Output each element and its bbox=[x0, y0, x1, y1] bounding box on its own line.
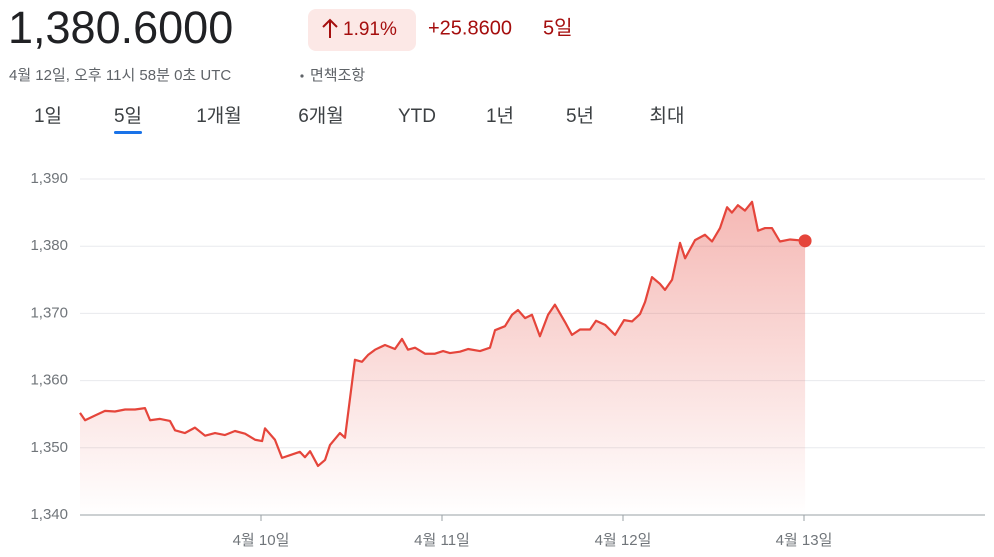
y-tick-label: 1,380 bbox=[30, 237, 68, 254]
x-tick-label: 4월 12일 bbox=[595, 532, 652, 549]
separator-dot bbox=[300, 74, 304, 78]
range-tab[interactable]: 5일 bbox=[114, 105, 142, 127]
range-tab[interactable]: 6개월 bbox=[298, 105, 344, 127]
y-tick-label: 1,370 bbox=[30, 304, 68, 321]
change-period: 5일 bbox=[543, 16, 573, 39]
x-tick-label: 4월 11일 bbox=[414, 532, 470, 549]
end-marker bbox=[798, 234, 812, 248]
chart: 1,340 1,350 1,360 1,370 1,380 1,390 4월 10일 4월 1… bbox=[30, 170, 985, 549]
x-tick-label: 4월 13일 bbox=[776, 532, 833, 549]
range-tab[interactable]: 최대 bbox=[650, 105, 685, 127]
y-tick-label: 1,360 bbox=[30, 372, 68, 389]
change-pill bbox=[308, 9, 416, 51]
y-tick-label: 1,340 bbox=[30, 506, 68, 523]
range-tabs: 1일 5일 1개월 6개월 YTD 1년 5년 최대 bbox=[34, 105, 685, 134]
disclaimer-link[interactable]: 면책조항 bbox=[310, 67, 365, 84]
change-percent: 1.91% bbox=[343, 19, 397, 40]
y-tick-label: 1,350 bbox=[30, 439, 68, 456]
tab-underline bbox=[113, 131, 143, 134]
change-value: +25.8600 bbox=[428, 17, 512, 39]
up-arrow-icon bbox=[322, 18, 338, 38]
x-tick-label: 4월 10일 bbox=[233, 532, 290, 549]
price: 1,380.6000 bbox=[8, 2, 233, 53]
range-tab[interactable]: 5년 bbox=[566, 105, 594, 127]
range-tab[interactable]: YTD bbox=[398, 106, 436, 127]
range-tab[interactable]: 1개월 bbox=[196, 105, 242, 127]
range-tab[interactable]: 1년 bbox=[486, 105, 514, 127]
price-line bbox=[79, 200, 806, 468]
range-tab[interactable]: 1일 bbox=[34, 105, 62, 127]
area bbox=[80, 201, 806, 515]
timestamp: 4월 12일, 오후 11시 58분 0초 UTC bbox=[9, 67, 231, 84]
y-tick-label: 1,390 bbox=[30, 170, 68, 187]
